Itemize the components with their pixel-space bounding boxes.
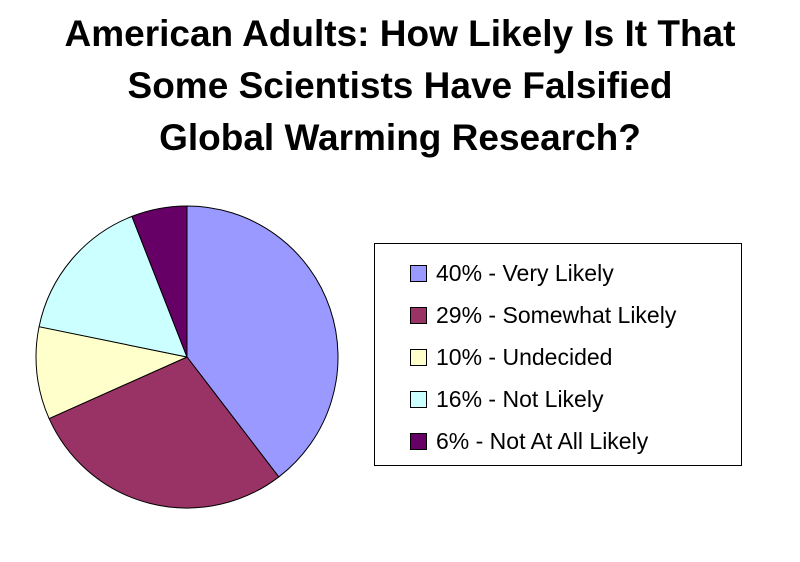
pie-slice-somewhat-likely xyxy=(48,356,280,509)
legend-label-not-at-all-likely: 6% - Not At All Likely xyxy=(436,427,649,454)
chart-title-line-1: American Adults: How Likely Is It That xyxy=(64,13,736,54)
pie-slice-not-likely xyxy=(38,215,188,358)
legend-item-not-likely: 16% - Not Likely xyxy=(410,384,603,414)
legend-swatch-undecided xyxy=(410,348,427,366)
chart-title-line-3: Global Warming Research? xyxy=(159,117,641,158)
legend-swatch-not-at-all-likely xyxy=(410,432,427,450)
legend-label-undecided: 10% - Undecided xyxy=(436,343,613,370)
legend-swatch-somewhat-likely xyxy=(410,306,427,324)
chart-title-line-2: Some Scientists Have Falsified xyxy=(127,65,673,106)
legend-label-not-likely: 16% - Not Likely xyxy=(436,385,604,412)
legend-label-somewhat-likely: 29% - Somewhat Likely xyxy=(436,301,677,328)
pie-slice-very-likely xyxy=(186,205,339,478)
legend-swatch-very-likely xyxy=(410,264,427,282)
legend-item-somewhat-likely: 29% - Somewhat Likely xyxy=(410,300,676,330)
pie-slice-not-at-all-likely xyxy=(131,205,188,358)
chart-legend: 40% - Very Likely 29% - Somewhat Likely … xyxy=(374,243,742,466)
legend-label-very-likely: 40% - Very Likely xyxy=(436,259,614,286)
legend-swatch-not-likely xyxy=(410,390,427,408)
legend-item-undecided: 10% - Undecided xyxy=(410,342,612,372)
chart-title: American Adults: How Likely Is It That S… xyxy=(0,8,800,164)
legend-item-very-likely: 40% - Very Likely xyxy=(410,258,614,288)
legend-item-not-at-all-likely: 6% - Not At All Likely xyxy=(410,426,648,456)
